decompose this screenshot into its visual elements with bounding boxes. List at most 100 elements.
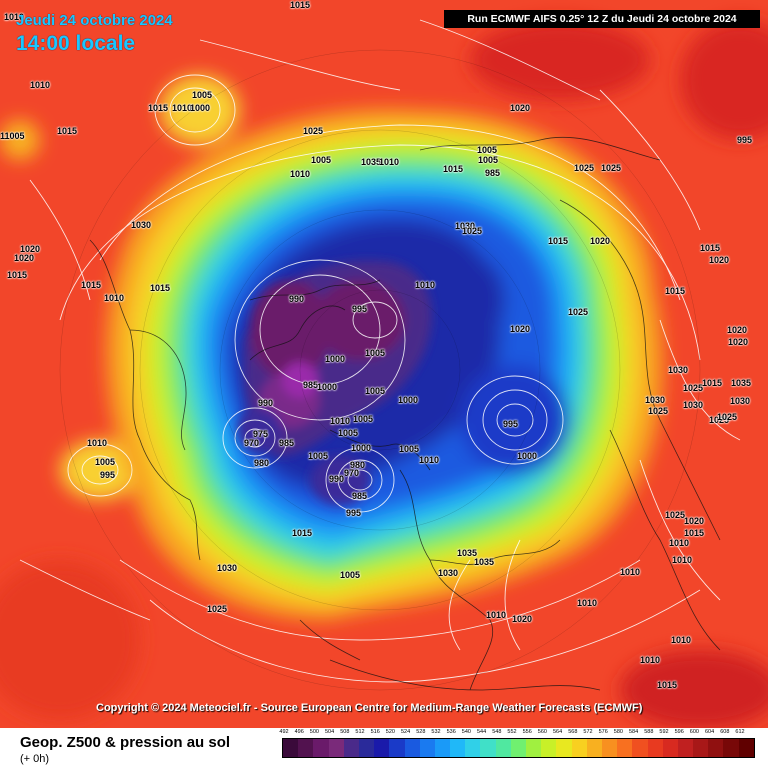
color-swatch	[571, 739, 587, 757]
pressure-label: 1020	[512, 614, 533, 624]
pressure-label: 1005	[95, 457, 116, 467]
pressure-label: 1020	[510, 103, 531, 113]
pressure-label: 1015	[684, 528, 705, 538]
legend-title: Geop. Z500 & pression au sol	[20, 734, 231, 751]
scale-label: 504	[325, 729, 335, 735]
pressure-label: 1015	[7, 270, 28, 280]
pressure-label: 1000	[190, 103, 211, 113]
pressure-label: 1015	[292, 528, 313, 538]
pressure-label: 1010	[330, 416, 351, 426]
pressure-label: 1025	[709, 415, 730, 425]
pressure-label: 1020	[727, 325, 748, 335]
pressure-label: 1010	[87, 438, 108, 448]
pressure-label: 1035	[731, 378, 752, 388]
pressure-label: 1010	[577, 598, 598, 608]
pressure-label: 1010	[640, 655, 661, 665]
scale-label: 576	[598, 729, 608, 735]
color-swatch	[374, 739, 390, 757]
scale-label: 520	[385, 729, 395, 735]
pressure-label: 1025	[665, 510, 686, 520]
color-swatch	[389, 739, 405, 757]
color-swatch	[328, 739, 344, 757]
pressure-label: 1005	[338, 428, 359, 438]
scale-label: 560	[537, 729, 547, 735]
scale-label: 600	[689, 729, 699, 735]
pressure-label: 1005	[340, 570, 361, 580]
scale-label: 604	[705, 729, 715, 735]
pressure-label: 1030	[217, 563, 238, 573]
pressure-label: 1035	[474, 557, 495, 567]
color-swatch	[617, 739, 633, 757]
pressure-label: 1010	[30, 80, 51, 90]
pressure-label: 1015	[657, 680, 678, 690]
color-swatch	[662, 739, 678, 757]
pressure-label: 980	[350, 460, 366, 470]
color-swatch	[541, 739, 557, 757]
pressure-label: 1020	[709, 255, 730, 265]
pressure-label: 995	[352, 304, 368, 314]
scale-label: 608	[720, 729, 730, 735]
color-scale-bar	[282, 738, 755, 758]
pressure-label: 1025	[303, 126, 324, 136]
pressure-label: 1020	[590, 236, 611, 246]
color-swatch	[586, 739, 602, 757]
pressure-label: 970	[344, 468, 360, 478]
color-swatch	[708, 739, 724, 757]
color-swatch	[298, 739, 314, 757]
pressure-label: 1000	[325, 354, 346, 364]
legend-subtitle: (+ 0h)	[20, 753, 50, 765]
pressure-label: 1030	[455, 221, 476, 231]
pressure-label: 1010	[290, 169, 311, 179]
pressure-label: 1015	[148, 103, 169, 113]
pressure-label: 1015	[702, 378, 723, 388]
pressure-label: 1030	[730, 396, 751, 406]
color-swatch	[404, 739, 420, 757]
pressure-label: 1030	[668, 365, 689, 375]
scale-label: 588	[644, 729, 654, 735]
color-swatch	[647, 739, 663, 757]
color-swatch	[601, 739, 618, 757]
color-swatch	[738, 739, 754, 757]
color-swatch	[480, 739, 496, 757]
pressure-label: 990	[258, 398, 274, 408]
pressure-label: 1030	[683, 400, 704, 410]
pressure-label: 1010	[104, 293, 125, 303]
pressure-label: 1005	[478, 155, 499, 165]
pressure-label: 985	[352, 491, 368, 501]
pressure-label: 1000	[398, 395, 419, 405]
pressure-label: 970	[244, 438, 260, 448]
scale-label: 568	[568, 729, 578, 735]
scale-label: 508	[340, 729, 350, 735]
pressure-label: 1020	[14, 253, 35, 263]
forecast-date: Jeudi 24 octobre 2024	[16, 12, 173, 29]
pressure-label: 1005	[399, 444, 420, 454]
isobars	[19, 19, 741, 683]
scale-label: 532	[431, 729, 441, 735]
scale-label: 540	[461, 729, 471, 735]
scale-label: 556	[522, 729, 532, 735]
pressure-label: 1005	[308, 451, 329, 461]
pressure-label: 1020	[728, 337, 749, 347]
color-swatch	[419, 739, 435, 757]
pressure-label: 1015	[700, 243, 721, 253]
pressure-label: 1015	[548, 236, 569, 246]
pressure-label: 1010	[415, 280, 436, 290]
pressure-label: 1025	[717, 412, 738, 422]
pressure-label: 1035	[457, 548, 478, 558]
scale-label: 492	[279, 729, 289, 735]
forecast-time: 14:00 locale	[16, 32, 136, 55]
color-swatch	[723, 739, 739, 757]
pressure-label: 1010	[172, 103, 193, 113]
color-swatch	[556, 739, 572, 757]
pressure-label: 1015	[150, 283, 171, 293]
pressure-label: 1010	[419, 455, 440, 465]
color-swatch	[313, 739, 329, 757]
scale-label: 548	[492, 729, 502, 735]
pressure-label: 995	[100, 470, 116, 480]
pressure-label: 1000	[351, 443, 372, 453]
weather-map: 1010 1015 1010 1005 1015 1010 1000 11005 1015 102…	[0, 0, 768, 728]
pressure-label: 975	[253, 429, 269, 439]
color-swatch	[450, 739, 466, 757]
pressure-label: 1000	[517, 451, 538, 461]
pressure-label: 1005	[311, 155, 332, 165]
